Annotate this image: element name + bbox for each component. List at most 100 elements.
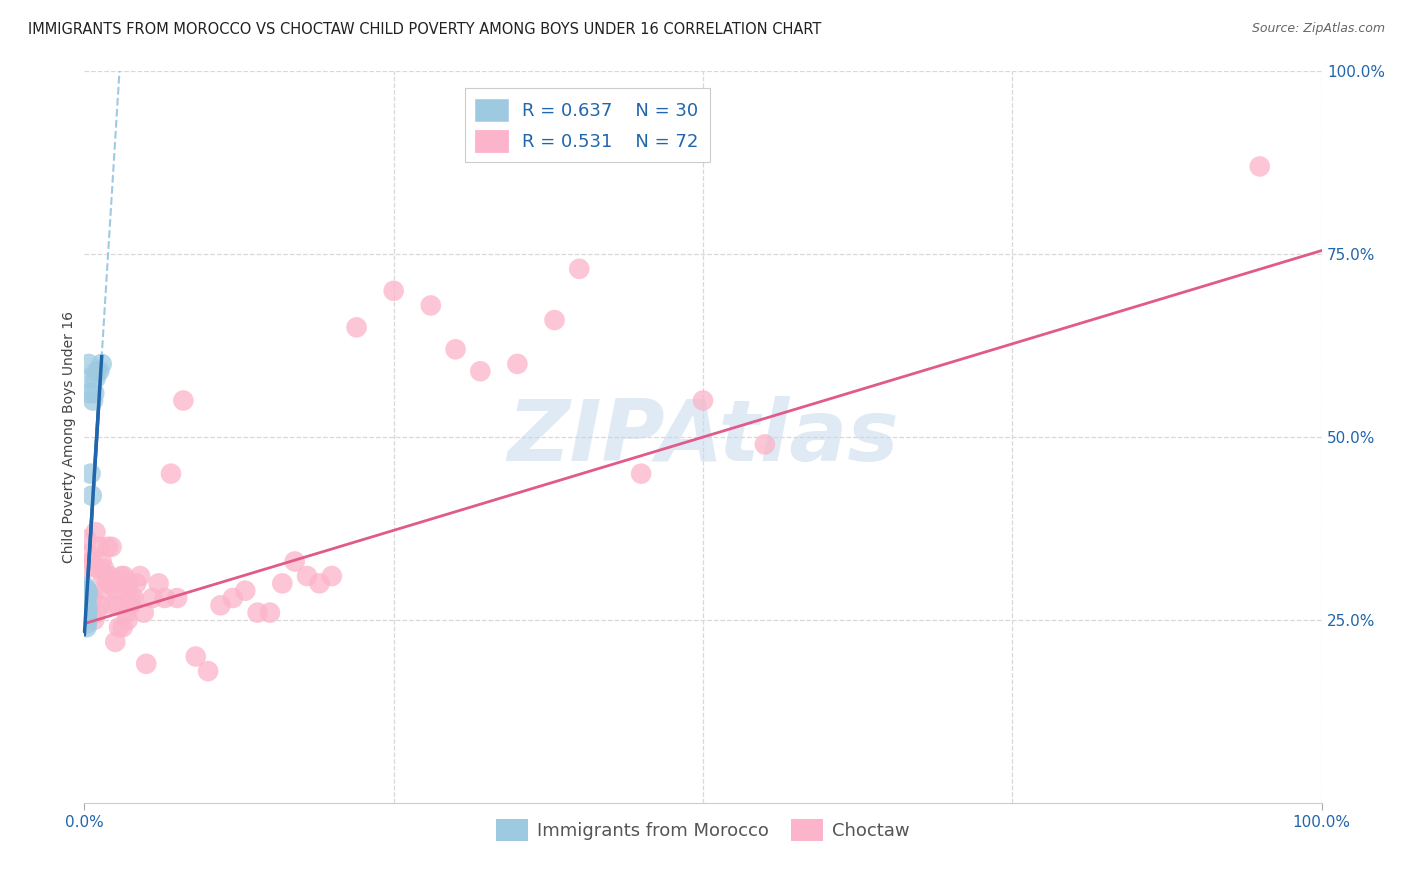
Point bbox=[77, 357, 100, 371]
Point bbox=[129, 569, 152, 583]
Point bbox=[76, 613, 98, 627]
Point bbox=[96, 576, 118, 591]
Point bbox=[98, 569, 121, 583]
Point bbox=[308, 576, 330, 591]
Point bbox=[93, 562, 115, 576]
Point bbox=[75, 587, 97, 601]
Point bbox=[271, 576, 294, 591]
Y-axis label: Child Poverty Among Boys Under 16: Child Poverty Among Boys Under 16 bbox=[62, 311, 76, 563]
Point bbox=[77, 583, 100, 598]
Point bbox=[115, 606, 138, 620]
Point bbox=[79, 386, 101, 401]
Point bbox=[105, 583, 128, 598]
Point bbox=[79, 547, 101, 561]
Point bbox=[75, 602, 97, 616]
Text: Source: ZipAtlas.com: Source: ZipAtlas.com bbox=[1251, 22, 1385, 36]
Point bbox=[103, 576, 125, 591]
Point bbox=[75, 599, 97, 614]
Point bbox=[75, 620, 97, 634]
Point bbox=[346, 320, 368, 334]
Point bbox=[506, 357, 529, 371]
Point bbox=[754, 437, 776, 451]
Point bbox=[382, 284, 405, 298]
Point bbox=[120, 591, 142, 605]
Point bbox=[120, 599, 142, 613]
Point bbox=[90, 357, 112, 371]
Point bbox=[246, 606, 269, 620]
Point bbox=[89, 540, 111, 554]
Point bbox=[87, 562, 110, 576]
Point bbox=[110, 569, 132, 583]
Point bbox=[76, 606, 98, 620]
Point bbox=[90, 554, 112, 568]
Point bbox=[101, 599, 124, 613]
Point bbox=[148, 576, 170, 591]
Point bbox=[82, 591, 104, 605]
Point bbox=[284, 554, 307, 568]
Point bbox=[112, 569, 135, 583]
Point bbox=[160, 467, 183, 481]
Point bbox=[97, 540, 120, 554]
Point bbox=[233, 583, 256, 598]
Point bbox=[209, 599, 232, 613]
Point bbox=[259, 606, 281, 620]
Point bbox=[108, 620, 131, 634]
Point bbox=[295, 569, 318, 583]
Point bbox=[419, 298, 441, 312]
Point bbox=[76, 616, 98, 631]
Point bbox=[77, 587, 100, 601]
Point bbox=[100, 540, 122, 554]
Point bbox=[1249, 160, 1271, 174]
Point bbox=[75, 599, 97, 613]
Point bbox=[83, 386, 105, 401]
Point bbox=[75, 587, 97, 601]
Point bbox=[76, 609, 98, 624]
Point bbox=[89, 364, 111, 378]
Text: IMMIGRANTS FROM MOROCCO VS CHOCTAW CHILD POVERTY AMONG BOYS UNDER 16 CORRELATION: IMMIGRANTS FROM MOROCCO VS CHOCTAW CHILD… bbox=[28, 22, 821, 37]
Point bbox=[79, 467, 101, 481]
Text: ZIPAtlas: ZIPAtlas bbox=[508, 395, 898, 479]
Point bbox=[543, 313, 565, 327]
Point bbox=[118, 576, 141, 591]
Point bbox=[104, 635, 127, 649]
Point bbox=[84, 371, 107, 385]
Point bbox=[630, 467, 652, 481]
Point bbox=[94, 583, 117, 598]
Point bbox=[98, 576, 121, 591]
Point bbox=[83, 613, 105, 627]
Point bbox=[114, 583, 136, 598]
Point bbox=[80, 554, 103, 568]
Point bbox=[79, 599, 101, 613]
Point bbox=[153, 591, 176, 605]
Point bbox=[197, 664, 219, 678]
Point bbox=[166, 591, 188, 605]
Point bbox=[86, 606, 108, 620]
Point bbox=[172, 393, 194, 408]
Point bbox=[222, 591, 245, 605]
Point bbox=[80, 489, 103, 503]
Point bbox=[122, 591, 145, 605]
Point bbox=[75, 562, 97, 576]
Point bbox=[107, 599, 129, 613]
Point bbox=[111, 620, 134, 634]
Point bbox=[75, 583, 97, 598]
Point bbox=[89, 599, 111, 613]
Point bbox=[86, 364, 108, 378]
Point bbox=[470, 364, 492, 378]
Point bbox=[75, 580, 97, 594]
Point bbox=[84, 525, 107, 540]
Point bbox=[76, 602, 98, 616]
Point bbox=[76, 583, 98, 598]
Point bbox=[75, 594, 97, 608]
Point bbox=[75, 606, 97, 620]
Point bbox=[141, 591, 163, 605]
Point bbox=[321, 569, 343, 583]
Point bbox=[91, 569, 114, 583]
Point bbox=[75, 591, 97, 605]
Point bbox=[135, 657, 157, 671]
Point bbox=[184, 649, 207, 664]
Legend: Immigrants from Morocco, Choctaw: Immigrants from Morocco, Choctaw bbox=[489, 812, 917, 848]
Point bbox=[77, 371, 100, 385]
Point bbox=[82, 393, 104, 408]
Point bbox=[692, 393, 714, 408]
